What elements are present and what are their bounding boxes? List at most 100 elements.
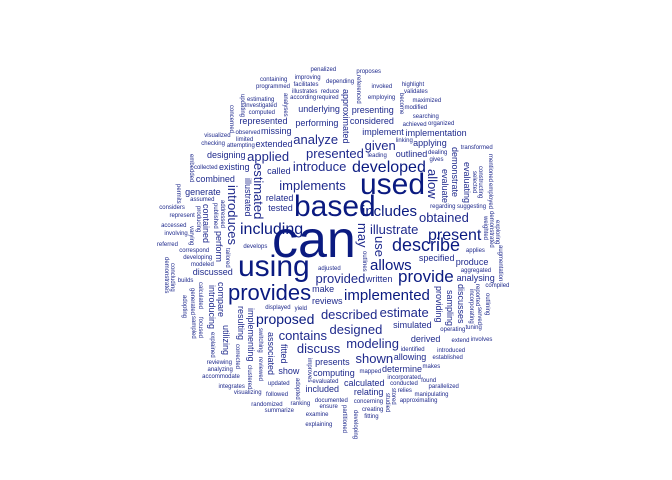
- cloud-word: relies: [397, 388, 412, 395]
- cloud-word: generate: [185, 186, 221, 197]
- cloud-word: applying: [413, 137, 447, 148]
- cloud-word: discussed: [192, 267, 233, 278]
- cloud-word: introduce: [292, 158, 347, 174]
- cloud-word: leading: [367, 153, 387, 160]
- cloud-word: given: [364, 137, 396, 153]
- cloud-word: incorporated: [387, 375, 421, 382]
- cloud-word: updating: [238, 93, 245, 117]
- cloud-word: visualizing: [233, 390, 262, 397]
- cloud-word: penalized: [310, 67, 337, 74]
- cloud-word: allow: [425, 168, 441, 199]
- cloud-word: calculated: [197, 281, 204, 310]
- cloud-word: invoked: [371, 84, 393, 91]
- cloud-word: written: [365, 273, 393, 284]
- cloud-word: evaluated: [312, 378, 339, 385]
- cloud-word: mapped: [359, 368, 382, 375]
- cloud-word: may: [355, 223, 371, 248]
- cloud-word: estimating: [246, 96, 275, 103]
- cloud-word: sampled: [189, 315, 196, 339]
- cloud-word: weighted: [481, 215, 488, 240]
- cloud-word: concerned: [228, 105, 235, 134]
- cloud-word: develops: [243, 244, 268, 251]
- cloud-word: called: [267, 165, 291, 176]
- cloud-word: associated: [265, 331, 276, 375]
- cloud-word: searching: [412, 114, 439, 121]
- cloud-word: implements: [279, 177, 346, 193]
- cloud-word: checking: [201, 140, 225, 147]
- cloud-word: underlying: [298, 103, 340, 114]
- cloud-word: approximating: [399, 398, 438, 405]
- cloud-word: outlining: [484, 292, 491, 316]
- cloud-word: incorporating: [468, 288, 475, 324]
- cloud-word: computing: [313, 368, 355, 379]
- cloud-word: suggesting: [457, 204, 487, 211]
- cloud-word: perform: [213, 231, 224, 263]
- cloud-word: analyze: [293, 132, 339, 148]
- cloud-word: summarize: [264, 408, 294, 415]
- cloud-word: mentioned: [486, 153, 493, 182]
- cloud-word: applied: [247, 148, 290, 164]
- cloud-word: stored: [389, 387, 396, 405]
- cloud-word: introduced: [437, 347, 466, 354]
- cloud-word: programmed: [256, 84, 291, 91]
- cloud-word: identified: [400, 347, 425, 354]
- cloud-word: combined: [195, 174, 235, 185]
- cloud-word: allowing: [393, 352, 427, 363]
- cloud-word: conducted: [390, 381, 418, 388]
- cloud-word: analyses: [281, 92, 288, 117]
- cloud-word: tested: [268, 203, 293, 214]
- cloud-word: addressed: [218, 199, 225, 228]
- cloud-word: extend: [451, 338, 470, 345]
- cloud-word: selected: [470, 170, 477, 194]
- cloud-word: yield: [294, 305, 308, 312]
- cloud-word: reported: [474, 283, 481, 306]
- cloud-word: considers: [159, 204, 185, 211]
- cloud-word: estimate: [379, 305, 429, 321]
- cloud-word: explained: [208, 331, 215, 358]
- cloud-word: applies: [465, 247, 485, 254]
- cloud-word: ensure: [319, 403, 338, 410]
- cloud-word: contains: [278, 328, 327, 344]
- cloud-word: varying: [188, 226, 194, 246]
- cloud-word: fitted: [278, 343, 289, 364]
- cloud-word: involves: [470, 336, 493, 343]
- cloud-word: missing: [260, 126, 292, 137]
- cloud-word: based: [294, 190, 376, 223]
- cloud-word: including: [240, 221, 304, 238]
- cloud-word: reviewed: [256, 357, 263, 382]
- cloud-word: improving: [294, 75, 321, 82]
- cloud-word: discuss: [296, 341, 341, 357]
- cloud-word: served: [476, 306, 483, 325]
- cloud-word: accessed: [161, 222, 187, 229]
- cloud-word: shown: [355, 350, 394, 366]
- cloud-word: ranking: [290, 401, 311, 408]
- cloud-word: makes: [422, 364, 441, 371]
- cloud-word: included: [305, 384, 340, 395]
- cloud-word: aggregated: [460, 267, 492, 274]
- cloud-word: studied: [383, 392, 390, 413]
- cloud-word: regarding: [430, 204, 456, 211]
- cloud-word: illustrate: [369, 221, 419, 237]
- cloud-word: introduces: [224, 185, 240, 245]
- cloud-word: simulated: [393, 320, 432, 331]
- cloud-word: improves: [305, 358, 312, 383]
- cloud-word: documented: [314, 397, 348, 404]
- cloud-word: tuning: [465, 324, 482, 331]
- cloud-word: resulting: [235, 305, 246, 340]
- cloud-word: derived: [410, 333, 441, 344]
- cloud-word: updated: [267, 380, 290, 387]
- cloud-word: employed: [486, 183, 493, 210]
- cloud-word: integrates: [218, 384, 245, 391]
- cloud-word: reviewing: [206, 360, 232, 367]
- cloud-word: investigated: [244, 103, 277, 110]
- cloud-word: extended: [255, 138, 293, 149]
- cloud-word: transformed: [460, 145, 493, 152]
- cloud-word: provide: [398, 267, 454, 286]
- cloud-word: sampling: [444, 290, 455, 327]
- cloud-word: produce: [455, 257, 489, 268]
- cloud-word: examine: [305, 412, 329, 419]
- cloud-word: calculated: [343, 377, 385, 388]
- cloud-word: use: [371, 236, 387, 257]
- cloud-word: concluding: [169, 262, 176, 292]
